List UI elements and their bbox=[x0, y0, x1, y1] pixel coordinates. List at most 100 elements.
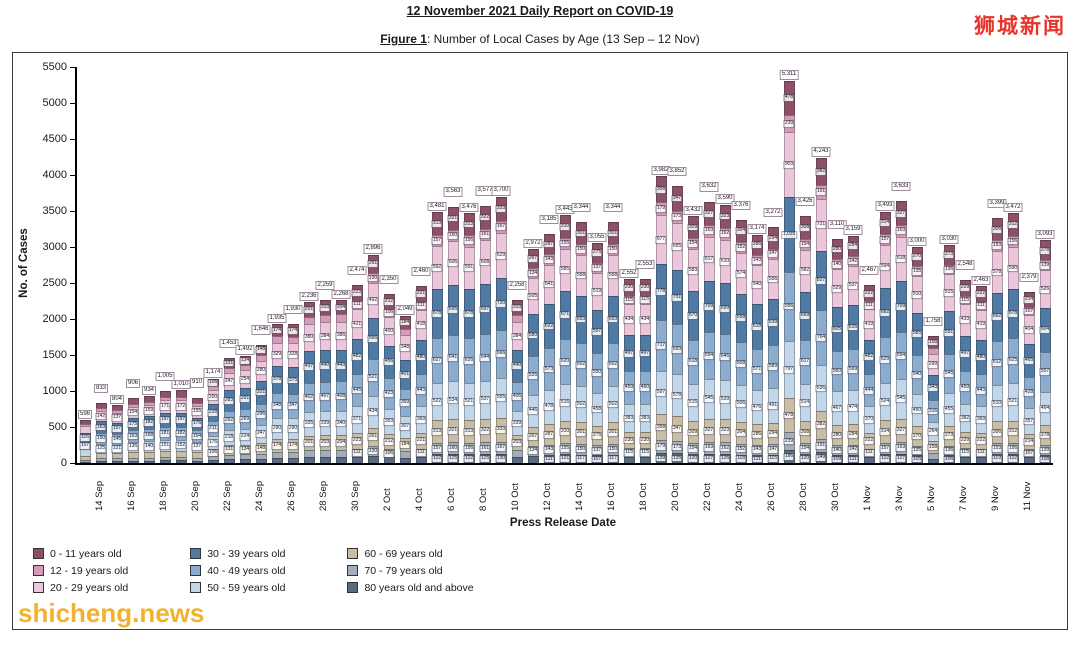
bar-segment: 529 bbox=[831, 269, 843, 308]
segment-value-label: 212 bbox=[383, 438, 395, 447]
segment-value-label: 158 bbox=[927, 338, 939, 347]
bar-segment: 152 bbox=[175, 439, 187, 451]
legend-label: 60 - 69 years old bbox=[364, 547, 443, 560]
x-tick-slot bbox=[843, 465, 859, 511]
segment-value-label: 270 bbox=[911, 253, 923, 262]
bar-segment bbox=[287, 451, 299, 459]
bar-segment: 127 bbox=[895, 453, 907, 463]
bar-segment: 313 bbox=[463, 212, 475, 236]
bar-segment: 545 bbox=[703, 379, 715, 419]
bar-segment: 678 bbox=[1007, 289, 1019, 339]
segment-value-label: 230 bbox=[623, 436, 635, 445]
bar-segment: 606 bbox=[447, 241, 459, 285]
x-tick-slot bbox=[523, 465, 539, 511]
y-tick-label: 5000 bbox=[42, 96, 67, 109]
bar-segment: 154 bbox=[687, 238, 699, 250]
segment-value-label: 321 bbox=[447, 214, 459, 223]
bar-total-label: 3,344 bbox=[571, 203, 591, 213]
bar-segment: 105 bbox=[911, 455, 923, 464]
bar-segment: 191 bbox=[815, 185, 827, 199]
bar-segment bbox=[127, 397, 139, 404]
segment-value-label: 163 bbox=[95, 423, 107, 432]
segment-value-label: 323 bbox=[719, 427, 731, 435]
bar-segment: 327 bbox=[703, 201, 715, 226]
segment-value-label: 460 bbox=[639, 384, 651, 392]
bar-segment: 321 bbox=[447, 419, 459, 443]
segment-value-label: 131 bbox=[223, 446, 235, 455]
bar-segment: 492 bbox=[367, 282, 379, 319]
bar-segment: 115 bbox=[959, 296, 971, 305]
x-tick-slot bbox=[299, 465, 315, 511]
segment-value-label: 378 bbox=[271, 376, 283, 385]
segment-value-label: 106 bbox=[207, 449, 219, 457]
bar-slot: 174 290 348 378 329 174 1,935 bbox=[267, 67, 287, 463]
bar-segment: 370 bbox=[863, 406, 875, 433]
bar-segment: 585 bbox=[911, 312, 923, 356]
bar-segment: 339 bbox=[319, 410, 331, 436]
segment-value-label: 294 bbox=[767, 430, 779, 438]
segment-value-label: 590 bbox=[1007, 264, 1019, 273]
bar-segment: 666 bbox=[495, 329, 507, 378]
bar-slot: 106 176 211 228 200 106 1,174 bbox=[203, 67, 223, 463]
segment-value-label: 111 bbox=[543, 455, 555, 464]
bar-segment: 121 bbox=[559, 454, 571, 463]
segment-value-label: 223 bbox=[351, 289, 363, 298]
bar-segment bbox=[159, 390, 171, 398]
bar-segment bbox=[399, 457, 411, 463]
bar-slot: 122 156 312 521 625 678 590 156 312 3,472 bbox=[1003, 67, 1023, 463]
bar: 115 230 383 459 497 434 115 230 2,552 bbox=[619, 269, 639, 463]
bar: 174 290 347 375 328 174 1,930 bbox=[283, 304, 303, 463]
bar-segment bbox=[511, 449, 523, 458]
segment-value-label: 139 bbox=[1039, 446, 1051, 455]
bar-slot: 120 154 308 514 617 669 582 154 308 3,426 bbox=[795, 67, 815, 464]
segment-value-label: 116 bbox=[79, 434, 91, 442]
segment-value-label: 313 bbox=[431, 428, 443, 436]
segment-value-label: 148 bbox=[255, 346, 267, 355]
segment-value-label: 526 bbox=[1039, 285, 1051, 294]
segment-value-label: 111 bbox=[975, 449, 987, 458]
bar-segment: 407 bbox=[319, 381, 331, 411]
bar-segment bbox=[303, 457, 315, 463]
legend-item: 20 - 29 years old bbox=[33, 582, 128, 594]
segment-value-label: 671 bbox=[559, 311, 571, 320]
site-logo-watermark: 狮城新闻 bbox=[974, 15, 1066, 38]
bar-total-label: 2,236 bbox=[299, 291, 319, 302]
segment-value-label: 695 bbox=[447, 306, 459, 315]
bar-segment: 230 bbox=[623, 431, 635, 449]
segment-value-label: 321 bbox=[447, 427, 459, 436]
bar-segment: 574 bbox=[735, 252, 747, 295]
y-tick-mark bbox=[70, 427, 75, 428]
bar-segment: 171 bbox=[159, 400, 171, 413]
bar-segment: 423 bbox=[383, 378, 395, 409]
segment-value-label: 239 bbox=[783, 437, 795, 446]
segment-value-label: 163 bbox=[895, 444, 907, 453]
bar-segment: 186 bbox=[783, 449, 795, 463]
bar-segment: 224 bbox=[239, 428, 251, 445]
bar-segment bbox=[127, 451, 139, 458]
segment-value-label: 142 bbox=[847, 446, 859, 455]
segment-value-label: 105 bbox=[911, 455, 923, 464]
bar-segment: 321 bbox=[447, 206, 459, 230]
bar-segment: 419 bbox=[863, 309, 875, 340]
bar-segment: 610 bbox=[719, 239, 731, 284]
bar-segment: 111 bbox=[415, 301, 427, 311]
bar-segment: 130 bbox=[495, 453, 507, 463]
bar-segment: 156 bbox=[463, 443, 475, 455]
segment-value-label: 464 bbox=[1039, 405, 1051, 413]
segment-value-label: 594 bbox=[879, 263, 891, 272]
bar-segment: 956 bbox=[783, 271, 795, 341]
bar-segment: 137 bbox=[591, 262, 603, 273]
bar-segment: 111 bbox=[975, 448, 987, 458]
bar-segment: 502 bbox=[607, 385, 619, 423]
segment-value-label: 678 bbox=[1007, 310, 1019, 318]
bar: 148 247 296 321 280 148 1,646 bbox=[251, 325, 271, 463]
segment-value-label: 143 bbox=[751, 446, 763, 455]
segment-value-label: 106 bbox=[943, 455, 955, 464]
bar-segment: 541 bbox=[543, 264, 555, 304]
segment-value-label: 666 bbox=[495, 350, 507, 359]
bar-segment: 357 bbox=[1023, 408, 1035, 434]
segment-value-label: 382 bbox=[815, 167, 827, 176]
bar-segment bbox=[319, 449, 331, 458]
segment-value-label: 134 bbox=[239, 357, 251, 365]
segment-value-label: 164 bbox=[191, 432, 203, 441]
